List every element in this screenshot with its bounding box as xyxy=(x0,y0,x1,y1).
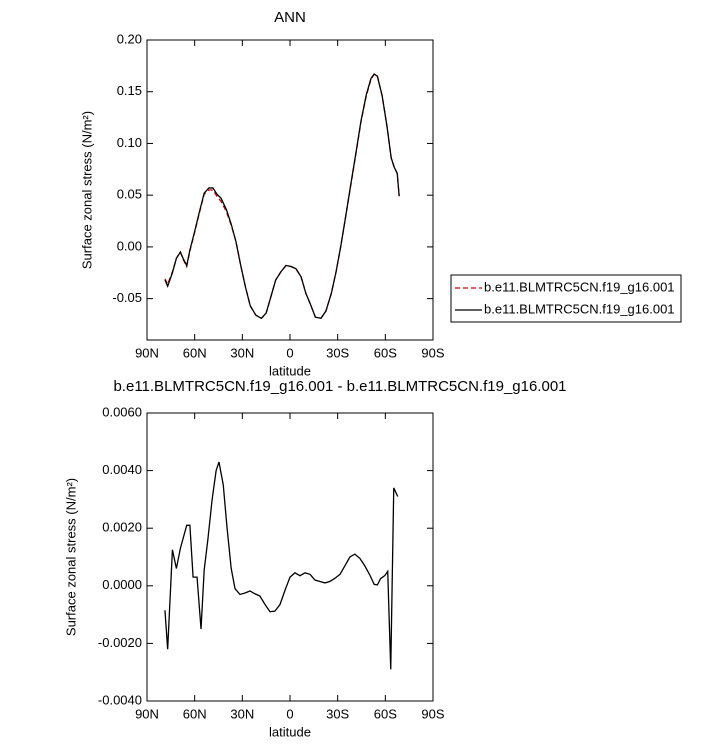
x-tick-label: 90S xyxy=(421,706,444,721)
x-tick-label: 30S xyxy=(326,706,349,721)
y-tick-label: 0.20 xyxy=(117,31,142,46)
chart-title: ANN xyxy=(274,9,306,26)
x-tick-label: 0 xyxy=(286,345,293,360)
y-tick-label: 0.0000 xyxy=(102,577,142,592)
chart-title: b.e11.BLMTRC5CN.f19_g16.001 - b.e11.BLMT… xyxy=(113,378,566,395)
plot-frame xyxy=(146,39,434,341)
y-tick-label: -0.0020 xyxy=(98,635,142,650)
legend-label: b.e11.BLMTRC5CN.f19_g16.001 xyxy=(484,301,675,316)
data-line xyxy=(164,73,400,320)
y-tick-label: 0.05 xyxy=(117,187,142,202)
x-tick-label: 30N xyxy=(230,706,254,721)
x-tick-label: 60N xyxy=(183,706,207,721)
x-axis-label: latitude xyxy=(269,363,311,378)
y-tick-label: 0.10 xyxy=(117,135,142,150)
y-tick-label: 0.0020 xyxy=(102,520,142,535)
legend-label: b.e11.BLMTRC5CN.f19_g16.001 xyxy=(484,279,675,294)
x-tick-label: 0 xyxy=(286,706,293,721)
y-tick-label: -0.05 xyxy=(112,290,142,305)
x-tick-label: 60S xyxy=(374,345,397,360)
data-line xyxy=(164,461,399,670)
y-axis-label: Surface zonal stress (N/m²) xyxy=(79,111,94,269)
y-tick-label: 0.0060 xyxy=(102,404,142,419)
y-tick-label: 0.00 xyxy=(117,238,142,253)
y-axis-label: Surface zonal stress (N/m²) xyxy=(63,478,78,636)
x-tick-label: 90N xyxy=(135,345,159,360)
x-tick-label: 90S xyxy=(421,345,444,360)
x-tick-label: 60N xyxy=(183,345,207,360)
x-tick-label: 60S xyxy=(374,706,397,721)
x-tick-label: 30N xyxy=(230,345,254,360)
y-tick-label: 0.0040 xyxy=(102,462,142,477)
x-tick-label: 90N xyxy=(135,706,159,721)
x-tick-label: 30S xyxy=(326,345,349,360)
legend-box xyxy=(450,274,682,323)
x-axis-label: latitude xyxy=(269,724,311,739)
y-tick-label: 0.15 xyxy=(117,83,142,98)
y-tick-label: -0.0040 xyxy=(98,692,142,707)
data-line xyxy=(164,73,400,320)
